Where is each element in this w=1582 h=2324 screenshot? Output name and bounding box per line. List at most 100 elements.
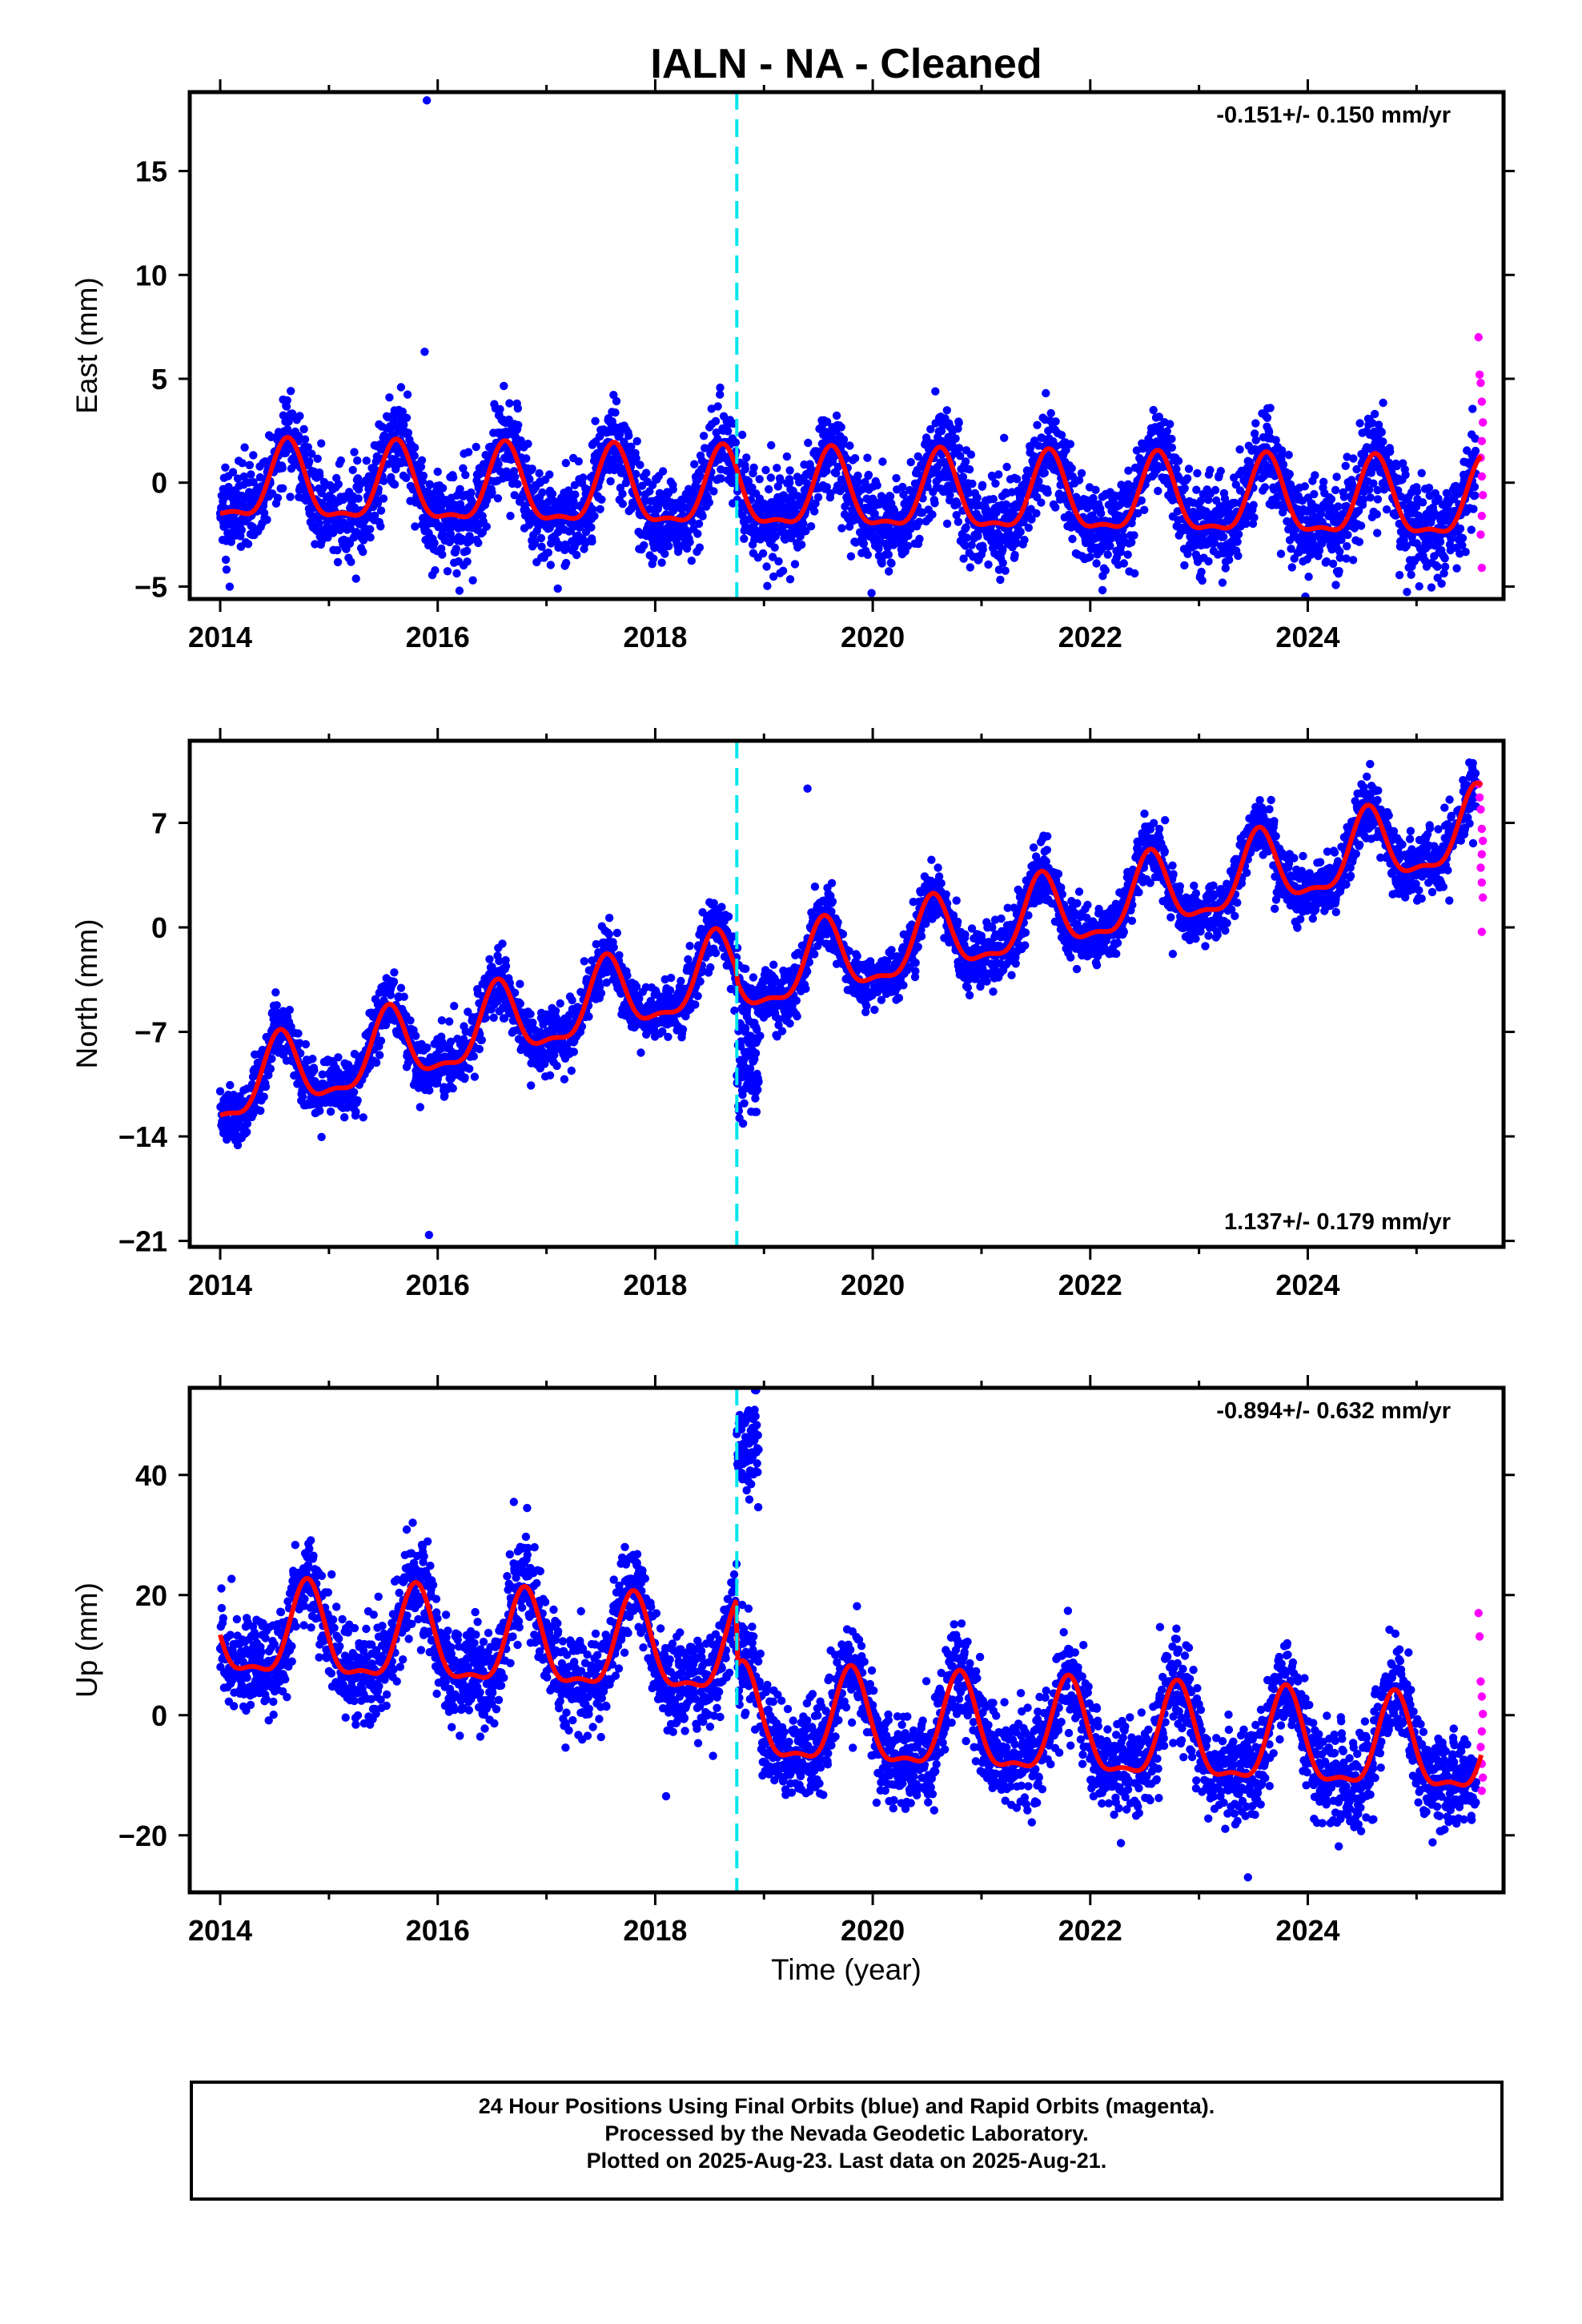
final-orbit-point xyxy=(379,476,388,485)
final-orbit-point xyxy=(1057,431,1066,440)
final-orbit-point xyxy=(611,408,620,417)
final-orbit-point xyxy=(683,544,692,553)
final-orbit-point xyxy=(448,473,458,482)
final-orbit-point xyxy=(1341,461,1350,470)
final-orbit-point xyxy=(464,448,473,456)
final-orbit-point xyxy=(243,1128,251,1136)
final-orbit-point xyxy=(308,1055,317,1063)
final-orbit-point xyxy=(978,480,987,489)
final-orbit-point xyxy=(336,456,345,465)
final-orbit-point xyxy=(769,572,778,581)
final-orbit-point xyxy=(249,477,258,487)
final-orbit-point xyxy=(561,459,570,468)
final-orbit-point xyxy=(294,432,303,440)
final-orbit-point xyxy=(416,1103,424,1112)
final-orbit-point xyxy=(966,450,976,459)
final-orbit-point xyxy=(233,474,243,483)
final-orbit-point xyxy=(1456,524,1465,533)
final-orbit-point xyxy=(1140,505,1149,514)
final-orbit-point xyxy=(1067,464,1076,472)
final-orbit-point xyxy=(348,465,357,475)
final-orbit-point xyxy=(1162,427,1172,436)
final-orbit-point xyxy=(1123,550,1132,559)
final-orbit-point xyxy=(1373,495,1383,504)
final-orbit-point xyxy=(1043,489,1052,497)
final-orbit-point xyxy=(351,1108,360,1116)
rapid-orbit-point xyxy=(1477,472,1487,481)
final-orbit-point xyxy=(475,1044,484,1054)
final-orbit-point xyxy=(282,402,291,411)
final-orbit-point xyxy=(1328,559,1338,569)
final-orbit-point xyxy=(1097,509,1106,518)
final-orbit-point xyxy=(273,493,283,502)
final-orbit-point xyxy=(247,470,255,479)
final-orbit-point xyxy=(712,428,721,437)
final-orbit-point xyxy=(1440,562,1450,571)
final-orbit-point xyxy=(463,557,472,566)
final-orbit-point xyxy=(1467,525,1476,534)
final-orbit-point xyxy=(443,567,452,576)
final-orbit-point xyxy=(448,1084,457,1093)
final-orbit-point xyxy=(766,473,775,482)
final-orbit-point xyxy=(1204,557,1213,566)
final-orbit-point xyxy=(1327,495,1336,504)
final-orbit-point xyxy=(1471,446,1480,456)
final-orbit-point xyxy=(811,499,820,508)
final-orbit-point xyxy=(799,520,808,529)
final-orbit-point xyxy=(903,541,913,550)
final-orbit-point xyxy=(642,468,651,477)
final-orbit-point xyxy=(468,576,477,585)
final-orbit-point xyxy=(889,541,898,549)
final-orbit-point xyxy=(353,456,362,465)
final-orbit-point xyxy=(305,457,314,466)
final-orbit-point xyxy=(596,505,604,513)
final-orbit-point xyxy=(887,559,896,568)
final-orbit-point xyxy=(588,505,597,514)
final-orbit-point xyxy=(649,554,658,563)
final-orbit-point xyxy=(657,558,666,567)
final-orbit-point xyxy=(885,492,895,501)
final-orbit-point xyxy=(287,387,295,396)
final-orbit-point xyxy=(632,436,641,446)
final-orbit-point xyxy=(962,523,970,532)
final-orbit-point xyxy=(505,399,514,408)
final-orbit-point xyxy=(460,1073,469,1082)
final-orbit-point xyxy=(238,459,247,468)
final-orbit-point xyxy=(570,480,580,489)
y-tick-label: −5 xyxy=(135,570,167,603)
x-tick-label: 2018 xyxy=(623,621,687,653)
final-orbit-point xyxy=(1119,559,1129,568)
final-orbit-point xyxy=(767,440,776,450)
final-orbit-point xyxy=(928,510,937,519)
final-orbit-point xyxy=(1235,445,1244,454)
rapid-orbit-point xyxy=(1476,378,1485,388)
final-orbit-point xyxy=(958,472,968,481)
final-orbit-point xyxy=(362,456,371,465)
final-orbit-point xyxy=(899,490,908,499)
final-orbit-point xyxy=(823,417,832,426)
final-orbit-point xyxy=(841,502,849,511)
final-orbit-points xyxy=(215,96,1481,599)
final-orbit-point xyxy=(1355,419,1364,428)
final-orbit-point xyxy=(658,467,668,476)
final-orbit-point xyxy=(665,541,673,551)
rapid-orbit-point xyxy=(1474,332,1483,342)
final-orbit-point xyxy=(225,582,235,591)
final-orbit-point xyxy=(536,533,546,543)
final-orbit-point xyxy=(538,488,547,497)
final-orbit-point xyxy=(467,488,476,497)
final-orbit-point xyxy=(1233,537,1242,546)
final-orbit-point xyxy=(376,506,386,515)
final-orbit-point xyxy=(685,537,694,547)
final-orbit-point xyxy=(347,557,355,566)
final-orbit-point xyxy=(1092,559,1101,568)
final-orbit-point xyxy=(525,475,534,484)
final-orbit-point xyxy=(636,460,644,469)
final-orbit-point xyxy=(1167,443,1177,452)
x-tick-label: 2022 xyxy=(1058,621,1122,653)
final-orbit-point xyxy=(283,396,291,405)
final-orbit-point xyxy=(961,541,970,550)
final-orbit-point xyxy=(906,457,915,467)
final-orbit-point xyxy=(991,479,1000,488)
final-orbit-point xyxy=(1403,588,1411,597)
